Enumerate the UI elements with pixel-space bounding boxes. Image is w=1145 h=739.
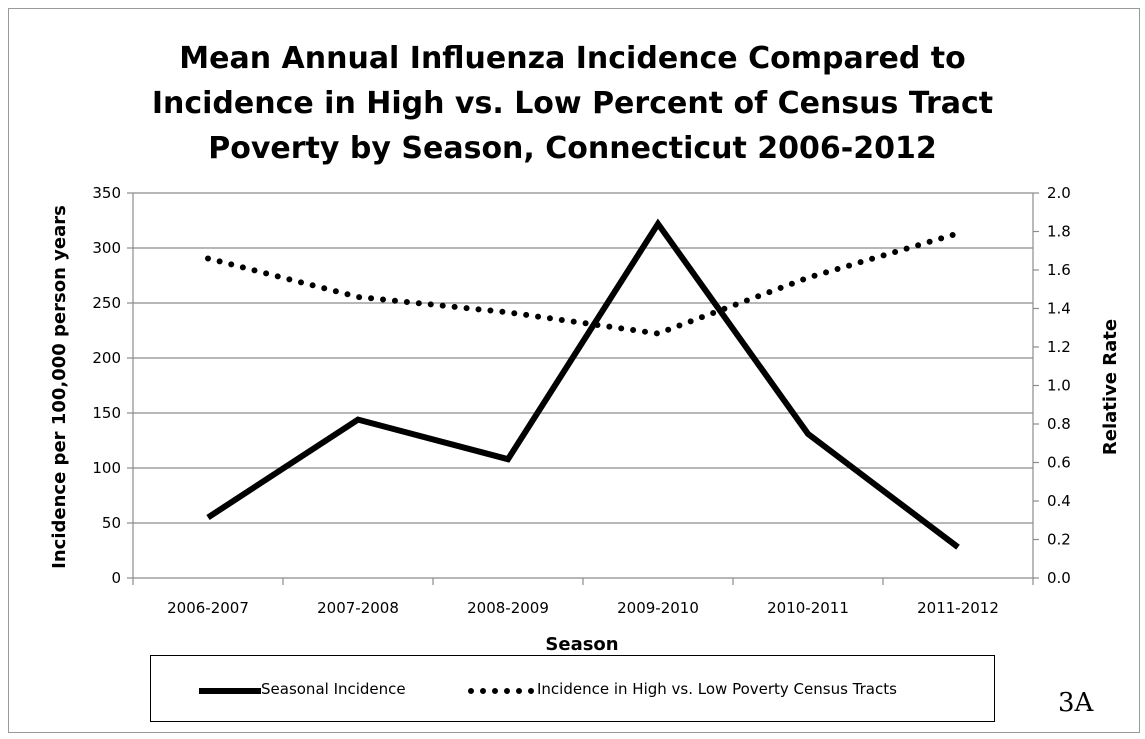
figure-label: 3A [1058,688,1094,718]
tick-labels: 0 50 100 150 200 250 300 350 0.0 0.2 0.4 0.6 0.8 1.0 1… [92,184,1071,617]
y-tick-label: 0 [111,569,121,587]
y-tick-label: 300 [92,239,121,257]
y2-tick-label: 1.6 [1047,261,1071,279]
chart-title: Mean Annual Influenza Incidence Compared… [0,36,1145,171]
y-tick-label: 150 [92,404,121,422]
y-tick-label: 350 [92,184,121,202]
x-tick-label: 2011-2012 [917,599,999,617]
x-tick-label: 2009-2010 [617,599,699,617]
gridlines [133,192,1033,524]
y2-tick-label: 0.2 [1047,531,1071,549]
y2-tick-label: 1.2 [1047,338,1071,356]
y2-axis-title: Relative Rate [1100,319,1121,455]
y2-tick-label: 1.4 [1047,300,1071,318]
chart-frame [8,8,1140,733]
axes [127,192,1039,585]
x-tick-label: 2008-2009 [467,599,549,617]
y2-tick-label: 0.4 [1047,492,1071,510]
x-axis-title: Season [545,634,618,655]
series-line-poverty-ratio [205,230,961,337]
y2-tick-label: 2.0 [1047,184,1071,202]
y-tick-label: 50 [102,514,121,532]
y2-tick-label: 1.8 [1047,223,1071,241]
legend-label-poverty-ratio: Incidence in High vs. Low Poverty Census… [537,680,897,698]
chart-title-line-3: Poverty by Season, Connecticut 2006-2012 [208,131,937,166]
legend-label-seasonal-incidence: Seasonal Incidence [261,680,406,698]
y2-tick-label: 0.8 [1047,415,1071,433]
y2-tick-label: 0.0 [1047,569,1071,587]
y-tick-label: 100 [92,459,121,477]
chart-title-line-2: Incidence in High vs. Low Percent of Cen… [151,86,994,121]
legend-swatches [199,688,536,694]
y-tick-label: 250 [92,294,121,312]
x-tick-label: 2006-2007 [167,599,249,617]
series-line-seasonal-incidence [206,218,960,550]
chart-title-line-1: Mean Annual Influenza Incidence Compared… [179,41,966,76]
y2-tick-label: 0.6 [1047,454,1071,472]
y2-tick-label: 1.0 [1047,377,1071,395]
legend: Seasonal Incidence Incidence in High vs.… [150,655,995,722]
x-tick-label: 2010-2011 [767,599,849,617]
y-tick-label: 200 [92,349,121,367]
data-series [205,218,961,550]
x-tick-label: 2007-2008 [317,599,399,617]
y-axis-title: Incidence per 100,000 person years [49,205,70,569]
